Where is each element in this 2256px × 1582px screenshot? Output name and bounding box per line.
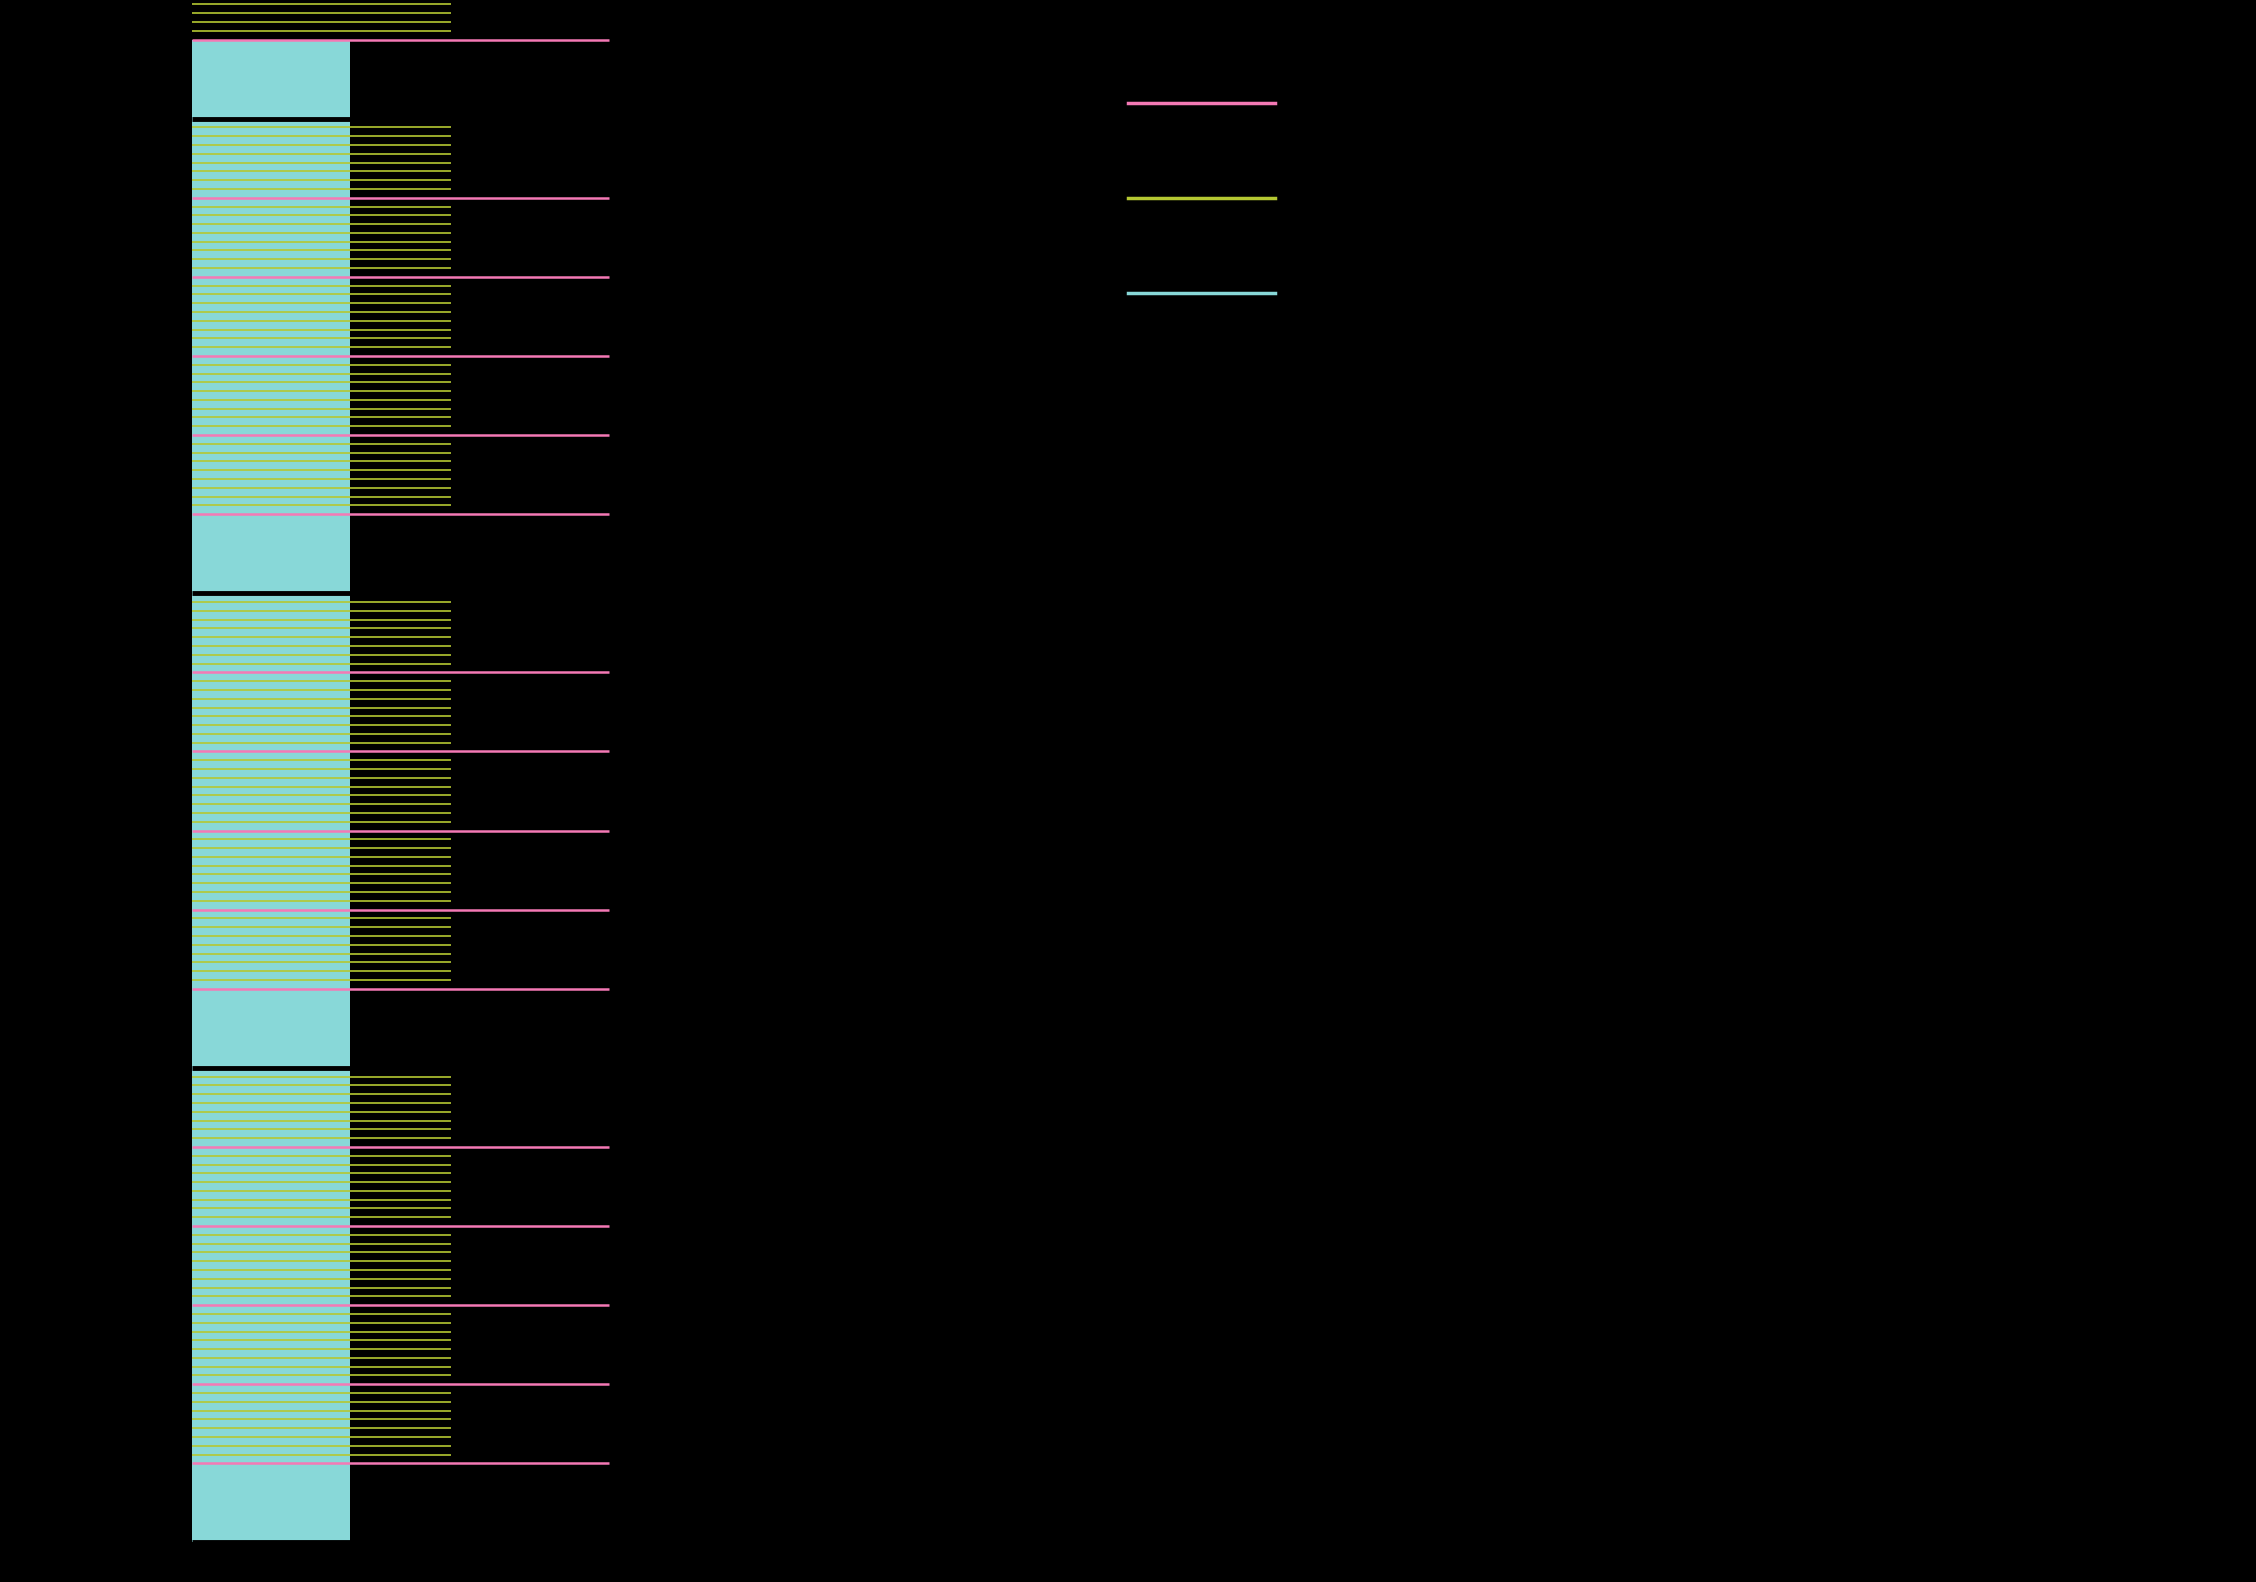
Bar bbox=[192, 40, 350, 1542]
